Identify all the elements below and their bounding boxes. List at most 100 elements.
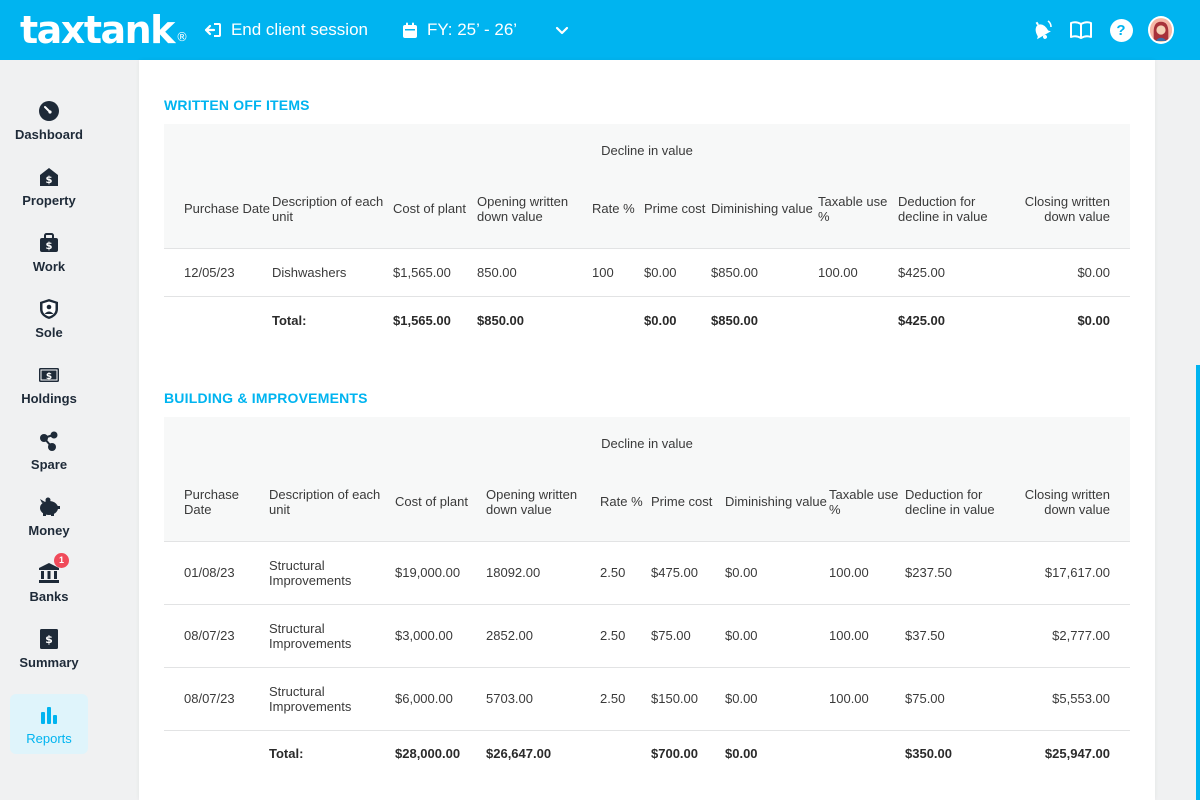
table-cell: $0.00 (725, 667, 829, 731)
written-off-table: Decline in value Purchase Date Descripti… (164, 124, 1130, 344)
svg-text:$: $ (46, 372, 52, 382)
table-cell: $37.50 (905, 604, 1016, 668)
table-cell: $850.00 (711, 248, 818, 297)
total-opening: $850.00 (477, 312, 524, 328)
sidebar-item-spare[interactable]: Spare (10, 420, 88, 480)
building-improvements-title: BUILDING & IMPROVEMENTS (164, 390, 368, 406)
table-cell: $19,000.00 (395, 541, 486, 605)
question-mark-icon: ? (1109, 18, 1133, 42)
sidebar-item-banks[interactable]: 1 Banks (10, 552, 88, 612)
sidebar-item-label: Sole (35, 324, 63, 340)
bell-icon (1035, 20, 1052, 40)
svg-text:$: $ (45, 633, 53, 646)
group-header: Decline in value (164, 417, 1130, 463)
fy-selector[interactable]: FY: 25’ - 26’ (402, 20, 517, 40)
column-header: Closing written down value (1015, 170, 1130, 249)
table-cell: $75.00 (651, 604, 725, 668)
header-actions: ? (1028, 0, 1174, 60)
column-header: Opening written down value (477, 170, 592, 249)
user-menu-button[interactable] (1148, 16, 1174, 44)
table-cell: 100.00 (829, 604, 905, 668)
table-cell: Structural Improvements (269, 604, 395, 668)
table-cell: $0.00 (644, 248, 711, 297)
guides-button[interactable] (1068, 17, 1094, 43)
sidebar-item-label: Spare (30, 456, 68, 472)
sidebar: Dashboard $ Property $ Work Sole $ Holdi… (0, 60, 98, 800)
total-prime: $0.00 (644, 312, 677, 328)
registered-mark: ® (175, 30, 188, 44)
table-row: 08/07/23 Structural Improvements $6,000.… (164, 667, 1130, 731)
written-off-title: WRITTEN OFF ITEMS (164, 97, 310, 113)
column-header: Prime cost (651, 463, 725, 542)
column-header: Diminishing value (725, 463, 829, 542)
avatar (1148, 16, 1174, 44)
table-row: 08/07/23 Structural Improvements $3,000.… (164, 604, 1130, 668)
group-header: Decline in value (164, 124, 1130, 170)
total-closing: $25,947.00 (1044, 746, 1110, 762)
column-header: Taxable use % (829, 463, 905, 542)
table-cell: 100.00 (829, 667, 905, 731)
column-header: Taxable use % (818, 170, 898, 249)
molecule-icon (37, 429, 61, 453)
sidebar-item-money[interactable]: Money (10, 486, 88, 546)
taxtank-logo[interactable]: taxtank ® (20, 11, 188, 49)
sidebar-item-label: Holdings (21, 390, 77, 406)
sidebar-item-property[interactable]: $ Property (10, 156, 88, 216)
column-header: Prime cost (644, 170, 711, 249)
column-header: Rate % (600, 463, 651, 542)
sidebar-item-sole[interactable]: Sole (10, 288, 88, 348)
sidebar-item-label: Summary (19, 654, 79, 670)
column-header: Purchase Date (164, 463, 269, 542)
table-cell: 100.00 (818, 248, 898, 297)
end-client-session-button[interactable]: End client session (204, 20, 368, 40)
table-cell: $0.00 (725, 541, 829, 605)
table-cell: 18092.00 (486, 541, 600, 605)
svg-text:$: $ (46, 175, 53, 186)
logo-text: taxtank (20, 8, 175, 52)
sidebar-item-work[interactable]: $ Work (10, 222, 88, 282)
briefcase-dollar-icon: $ (37, 231, 61, 255)
fy-dropdown-toggle[interactable] (555, 26, 569, 35)
sidebar-item-reports[interactable]: Reports (10, 694, 88, 754)
table-cell: $6,000.00 (395, 667, 486, 731)
svg-text:$: $ (46, 241, 53, 252)
table-cell: $75.00 (905, 667, 1016, 731)
shield-person-icon (37, 297, 61, 321)
table-cell: 100.00 (829, 541, 905, 605)
report-content: WRITTEN OFF ITEMS Decline in value Purch… (139, 60, 1155, 800)
table-cell: $0.00 (725, 604, 829, 668)
table-cell: Structural Improvements (269, 667, 395, 731)
dashboard-gauge-icon (37, 99, 61, 123)
total-cost: $28,000.00 (395, 746, 461, 762)
sidebar-item-dashboard[interactable]: Dashboard (10, 90, 88, 150)
column-header: Rate % (592, 170, 644, 249)
page-scrollbar[interactable] (1196, 365, 1200, 800)
column-header: Description of each unit (269, 463, 395, 542)
notifications-button[interactable] (1028, 17, 1054, 43)
table-cell: $475.00 (651, 541, 725, 605)
bank-icon: 1 (37, 552, 69, 585)
column-header: Purchase Date (164, 170, 272, 249)
sidebar-item-holdings[interactable]: $ Holdings (10, 354, 88, 414)
fy-label: FY: 25’ - 26’ (426, 20, 518, 39)
table-cell: $0.00 (1015, 248, 1130, 297)
table-cell: 2852.00 (486, 604, 600, 668)
total-diminishing: $850.00 (711, 312, 758, 328)
help-button[interactable]: ? (1108, 17, 1134, 43)
table-cell: $17,617.00 (1016, 541, 1130, 605)
total-deduction: $350.00 (905, 746, 952, 762)
table-cell: $3,000.00 (395, 604, 486, 668)
top-bar: taxtank ® End client session FY: 25’ - 26… (0, 0, 1200, 60)
table-cell: 12/05/23 (164, 248, 272, 297)
table-cell: 08/07/23 (164, 604, 269, 668)
column-header: Cost of plant (395, 463, 486, 542)
building-improvements-table: Decline in value Purchase Date Descripti… (164, 417, 1130, 777)
table-cell: $2,777.00 (1016, 604, 1130, 668)
piggy-bank-icon (37, 495, 61, 519)
table-row: 01/08/23 Structural Improvements $19,000… (164, 541, 1130, 605)
banknote-icon: $ (37, 363, 61, 387)
column-header: Deduction for decline in value (898, 170, 1015, 249)
sidebar-item-label: Banks (29, 588, 69, 604)
sidebar-item-summary[interactable]: $ Summary (10, 618, 88, 678)
column-header: Deduction for decline in value (905, 463, 1016, 542)
